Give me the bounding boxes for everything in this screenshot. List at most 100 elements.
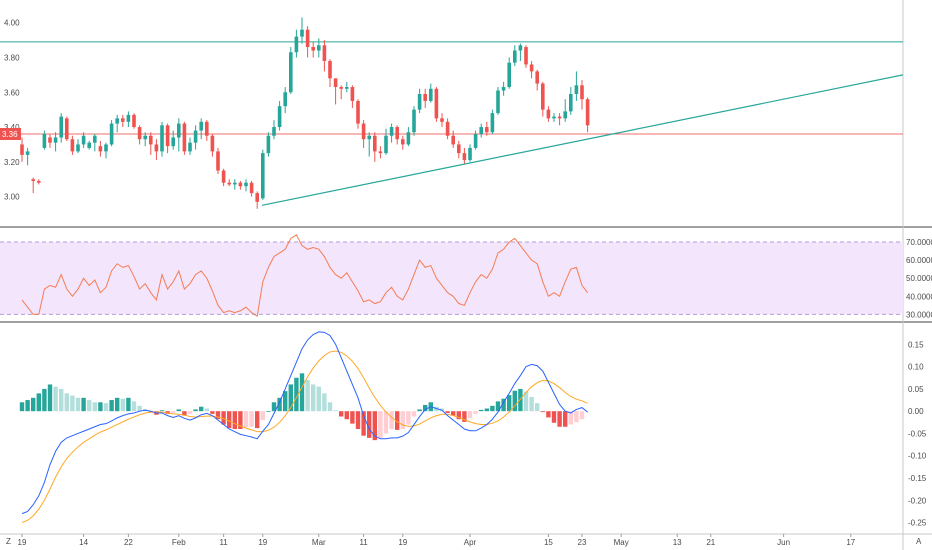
macd-histogram-bar xyxy=(305,380,310,412)
price-tick-label: 3.80 xyxy=(4,53,20,62)
price-axis[interactable]: 4.00 3.80 3.60 3.40 3.20 3.00 xyxy=(4,19,20,202)
candle-body xyxy=(412,109,416,133)
candle xyxy=(300,17,304,44)
candle-body xyxy=(143,135,147,140)
macd-histogram-bar xyxy=(361,411,366,436)
candle xyxy=(177,118,181,152)
macd-histogram-bar xyxy=(551,411,557,423)
candle-body xyxy=(177,123,181,138)
candle-body xyxy=(541,83,545,110)
candle-body xyxy=(76,144,80,152)
candle xyxy=(42,130,47,150)
macd-histogram-bar xyxy=(53,386,58,412)
candle xyxy=(137,125,142,145)
macd-histogram-bar xyxy=(98,402,103,412)
macd-tick-label: -0.15 xyxy=(908,474,927,483)
rsi-line xyxy=(21,234,588,318)
macd-histogram-series xyxy=(19,373,585,441)
auto-scale-corner-label[interactable]: A xyxy=(916,537,922,546)
macd-histogram-bar xyxy=(311,384,316,412)
macd-histogram-bar xyxy=(378,411,383,438)
candle xyxy=(294,29,299,58)
candle-body xyxy=(48,137,52,143)
candle xyxy=(160,121,164,157)
candle-body xyxy=(507,62,511,88)
macd-histogram-bar xyxy=(299,373,305,412)
candle xyxy=(457,140,461,159)
candle xyxy=(149,132,153,155)
candle xyxy=(283,87,287,114)
macd-histogram-bar xyxy=(411,411,417,417)
candle xyxy=(322,40,327,72)
candle-body xyxy=(462,153,467,161)
rsi-pane[interactable] xyxy=(0,234,903,318)
candle-body xyxy=(389,127,394,136)
price-pane[interactable] xyxy=(0,17,904,209)
candle-body xyxy=(59,116,63,138)
macd-pane[interactable] xyxy=(19,331,588,524)
candle-body xyxy=(188,142,192,152)
candle xyxy=(98,140,103,157)
macd-histogram-bar xyxy=(255,411,260,429)
macd-histogram-bar xyxy=(182,411,187,416)
candle-body xyxy=(160,125,164,152)
candle-body xyxy=(524,47,528,65)
time-tick-label: Apr xyxy=(464,538,477,547)
macd-line xyxy=(21,331,588,515)
candle xyxy=(361,120,366,148)
macd-tick-label: -0.10 xyxy=(908,452,927,461)
macd-histogram-bar xyxy=(400,411,405,429)
candle-body xyxy=(546,109,551,119)
signal-line xyxy=(21,350,588,524)
candle xyxy=(350,85,355,108)
candle-body xyxy=(205,121,209,136)
time-tick-label: 21 xyxy=(706,538,715,547)
candle xyxy=(417,88,422,114)
macd-histogram-bar xyxy=(210,411,215,414)
candle xyxy=(53,132,58,152)
candle-body xyxy=(317,45,321,51)
candle xyxy=(501,81,506,96)
macd-histogram-bar xyxy=(451,411,456,416)
macd-histogram-bar xyxy=(75,397,81,412)
candle xyxy=(238,180,243,190)
candle-body xyxy=(149,135,153,145)
candle-body xyxy=(473,134,478,148)
macd-histogram-bar xyxy=(462,411,467,422)
candle-body xyxy=(87,142,91,148)
candle xyxy=(513,45,517,67)
candle-body xyxy=(311,47,315,51)
macd-histogram-bar xyxy=(490,405,495,412)
macd-tick-label: -0.25 xyxy=(908,519,927,528)
candle-body xyxy=(395,127,399,140)
candle xyxy=(429,83,433,103)
candle xyxy=(31,177,35,194)
macd-axis[interactable]: 0.15 0.10 0.05 0.00 -0.05 -0.10 -0.15 -0.20 -0.2… xyxy=(908,340,927,527)
candle-body xyxy=(294,36,299,53)
macd-histogram-bar xyxy=(249,411,254,427)
rsi-band xyxy=(0,241,903,315)
candle-body xyxy=(384,135,388,154)
macd-histogram-bar xyxy=(103,403,109,412)
candle xyxy=(115,114,119,133)
timezone-corner-label[interactable]: Z xyxy=(6,537,11,546)
candle-body xyxy=(356,100,360,124)
macd-histogram-bar xyxy=(70,395,75,412)
candle-body xyxy=(289,52,293,93)
macd-histogram-bar xyxy=(19,402,25,412)
candle-body xyxy=(210,135,215,152)
time-tick-label: 15 xyxy=(544,538,553,547)
candle xyxy=(518,43,523,61)
candle-body xyxy=(580,85,584,100)
rsi-series xyxy=(21,234,588,318)
macd-histogram-bar xyxy=(523,391,529,412)
candle-body xyxy=(367,135,371,140)
macd-histogram-bar xyxy=(199,406,204,412)
macd-histogram-bar xyxy=(445,411,450,413)
candle-body xyxy=(401,139,405,145)
time-axis[interactable]: 19 14 22 Feb 11 19 Mar 11 19 Apr 15 23 May 13 21 Jun 17 xyxy=(18,534,856,547)
candle-body xyxy=(490,113,495,133)
macd-histogram-bar xyxy=(59,388,64,412)
